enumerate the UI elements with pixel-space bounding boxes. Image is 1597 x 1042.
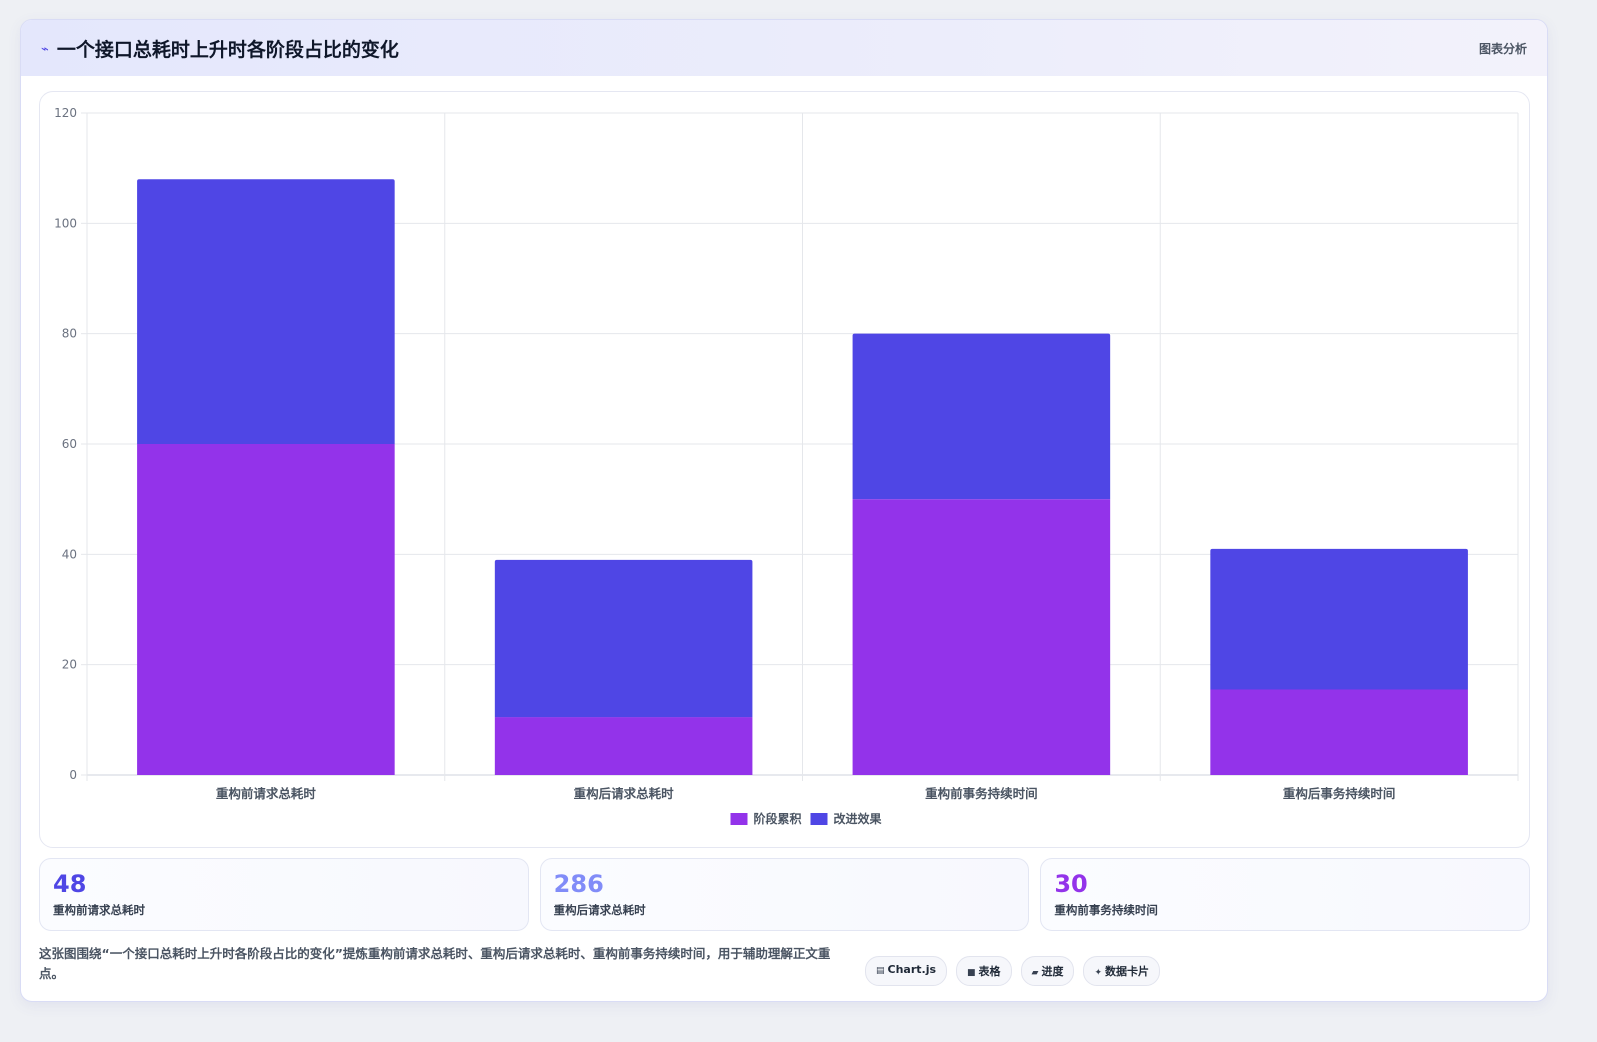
chip-progress[interactable]: ▰ 进度 <box>1020 956 1075 986</box>
bar-segment <box>137 444 395 775</box>
stat-value: 48 <box>53 870 87 898</box>
page-title: 一个接口总耗时上升时各阶段占比的变化 <box>56 38 399 61</box>
chart-analysis-tag: 图表分析 <box>1478 41 1527 56</box>
x-tick-label: 重构前事务持续时间 <box>925 786 1038 801</box>
chart-panel: 0 20 40 60 80 100 120 重构前请求总耗时 重构后请求总耗时 重构前事务持续时间… <box>39 91 1530 848</box>
bar-segment <box>494 559 753 718</box>
chart-description: 这张图围绕“一个接口总耗时上升时各阶段占比的变化”提炼重构前请求总耗时、重构后请… <box>39 946 831 981</box>
x-tick-label: 重构后事务持续时间 <box>1283 786 1396 801</box>
footer: 这张图围绕“一个接口总耗时上升时各阶段占比的变化”提炼重构前请求总耗时、重构后请… <box>39 944 1530 988</box>
stat-label: 重构前事务持续时间 <box>1054 903 1158 917</box>
stat-card: 30 重构前事务持续时间 <box>1040 858 1531 931</box>
bar-segment <box>852 499 1111 775</box>
y-tick-label: 20 <box>62 658 77 672</box>
bar-segment <box>1210 689 1468 775</box>
bar-segment <box>494 717 753 775</box>
pulse-icon: ⌁ <box>41 41 49 57</box>
stat-card: 48 重构前请求总耗时 <box>39 858 529 931</box>
progress-icon: ▰ <box>1031 968 1039 978</box>
x-tick-label: 重构前请求总耗时 <box>216 786 317 801</box>
chart-icon: ▤ <box>876 966 885 976</box>
sparkle-icon: ✦ <box>1094 968 1103 978</box>
chip-label: 数据卡片 <box>1105 965 1150 978</box>
chip-chartjs[interactable]: ▤ Chart.js <box>865 956 948 986</box>
stacked-bar-chart: 0 20 40 60 80 100 120 重构前请求总耗时 重构后请求总耗时 重构前事务持续时间… <box>54 106 1519 826</box>
bar-segment <box>1210 548 1468 690</box>
stat-label: 重构前请求总耗时 <box>53 903 145 917</box>
y-tick-label: 0 <box>69 768 77 782</box>
y-tick-label: 120 <box>54 106 77 120</box>
chip-table[interactable]: ■ 表格 <box>956 956 1012 986</box>
card-header: ⌁ 一个接口总耗时上升时各阶段占比的变化 图表分析 <box>21 20 1547 76</box>
stat-card: 286 重构后请求总耗时 <box>539 858 1030 931</box>
bar-segment <box>137 179 395 444</box>
y-tick-label: 40 <box>62 547 77 561</box>
stat-cards: 48 重构前请求总耗时 286 重构后请求总耗时 30 重构前事务持续时间 <box>39 858 1531 931</box>
bar-segment <box>852 333 1111 500</box>
chip-data-card[interactable]: ✦ 数据卡片 <box>1083 956 1161 986</box>
stat-value: 286 <box>553 870 604 898</box>
table-icon: ■ <box>967 968 976 978</box>
y-tick-label: 60 <box>62 437 77 451</box>
chip-label: Chart.js <box>887 963 937 976</box>
x-tick-label: 重构后请求总耗时 <box>574 786 675 801</box>
chip-list: ▤ Chart.js ■ 表格 ▰ 进度 ✦ 数据卡片 <box>865 956 1161 986</box>
chart-card: ⌁ 一个接口总耗时上升时各阶段占比的变化 图表分析 0 20 40 60 80 100 12… <box>20 19 1548 1002</box>
legend-label: 改进效果 <box>834 811 882 826</box>
chip-label: 表格 <box>978 965 1001 978</box>
stat-value: 30 <box>1054 870 1088 898</box>
legend-swatch <box>730 813 748 825</box>
legend-label: 阶段累积 <box>754 811 802 826</box>
legend-swatch <box>810 813 828 825</box>
chip-label: 进度 <box>1041 965 1064 978</box>
stat-label: 重构后请求总耗时 <box>553 903 646 917</box>
y-tick-label: 80 <box>62 327 77 341</box>
y-tick-label: 100 <box>54 216 77 230</box>
